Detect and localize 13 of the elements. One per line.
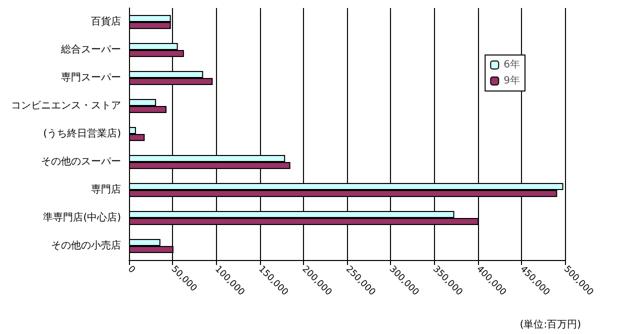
legend-label: 6年	[504, 58, 520, 70]
y-tick-label: 専門スーパー	[61, 72, 121, 84]
y-tick-label: コンビニエンス・ストア	[11, 100, 121, 112]
y-tick-label: (うち終日営業店)	[43, 128, 122, 140]
legend-label: 9年	[504, 74, 520, 86]
x-tick-label: 0	[125, 264, 137, 276]
y-tick-label: 百貨店	[91, 16, 121, 28]
y-tick-label: その他の小売店	[51, 240, 121, 252]
y-tick-label: 準専門店(中心店)	[43, 212, 122, 224]
y-tick-label: その他のスーパー	[41, 156, 121, 168]
y-tick-label: 総合スーパー	[60, 44, 121, 56]
y-tick-label: 専門店	[91, 184, 121, 196]
text: (単位:百万円)	[520, 318, 582, 330]
